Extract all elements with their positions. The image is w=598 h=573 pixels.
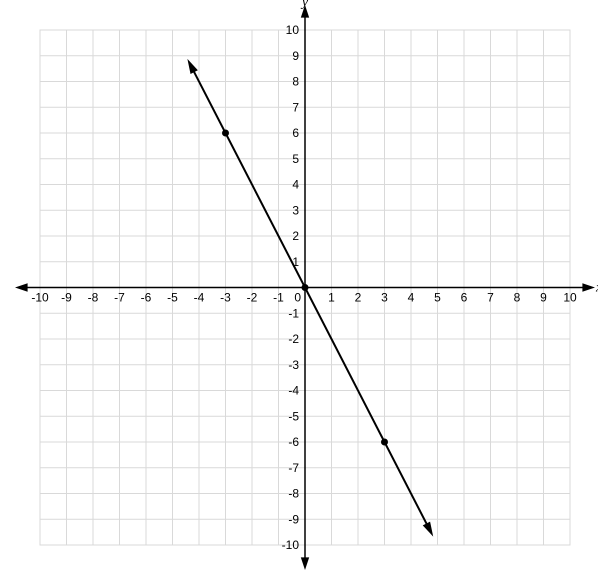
x-tick-label: 8 (514, 291, 521, 305)
y-tick-label: 10 (286, 23, 300, 37)
x-tick-label: 3 (381, 291, 388, 305)
y-tick-label: -9 (288, 512, 299, 526)
y-tick-label: -4 (288, 384, 299, 398)
y-tick-label: -3 (288, 358, 299, 372)
x-tick-label: 0 (294, 291, 301, 305)
x-tick-label: 10 (563, 291, 577, 305)
x-tick-label: -4 (194, 291, 205, 305)
x-tick-label: 7 (487, 291, 494, 305)
axis-arrow (15, 283, 28, 291)
axis-arrow (582, 283, 595, 291)
y-tick-label: -8 (288, 487, 299, 501)
x-tick-label: 5 (434, 291, 441, 305)
x-tick-label: 2 (355, 291, 362, 305)
y-tick-label: -10 (282, 538, 300, 552)
y-tick-label: -5 (288, 409, 299, 423)
x-tick-label: -3 (220, 291, 231, 305)
coordinate-plane-chart: -10-9-8-7-6-5-4-3-2-1012345678910-10-9-8… (0, 0, 598, 573)
y-tick-label: -1 (288, 306, 299, 320)
x-tick-label: -8 (88, 291, 99, 305)
x-tick-label: 4 (408, 291, 415, 305)
x-tick-label: -9 (61, 291, 72, 305)
y-tick-label: 6 (292, 126, 299, 140)
x-tick-label: -1 (273, 291, 284, 305)
y-tick-label: 9 (292, 49, 299, 63)
chart-svg: -10-9-8-7-6-5-4-3-2-1012345678910-10-9-8… (0, 0, 598, 573)
x-tick-label: -7 (114, 291, 125, 305)
x-tick-label: 9 (540, 291, 547, 305)
y-tick-label: -6 (288, 435, 299, 449)
y-tick-label: -2 (288, 332, 299, 346)
y-tick-label: 4 (292, 178, 299, 192)
y-tick-label: 3 (292, 203, 299, 217)
y-tick-label: -7 (288, 461, 299, 475)
y-tick-label: 2 (292, 229, 299, 243)
y-tick-label: 8 (292, 75, 299, 89)
y-tick-label: 7 (292, 100, 299, 114)
x-tick-label: 1 (328, 291, 335, 305)
data-point (302, 284, 309, 291)
x-tick-label: 6 (461, 291, 468, 305)
y-tick-label: 5 (292, 152, 299, 166)
axis-arrow (301, 557, 309, 570)
x-tick-label: -10 (31, 291, 49, 305)
x-tick-label: -2 (247, 291, 258, 305)
x-tick-label: -5 (167, 291, 178, 305)
x-tick-label: -6 (141, 291, 152, 305)
data-point (222, 130, 229, 137)
data-point (381, 439, 388, 446)
y-axis-label: y (300, 0, 309, 10)
